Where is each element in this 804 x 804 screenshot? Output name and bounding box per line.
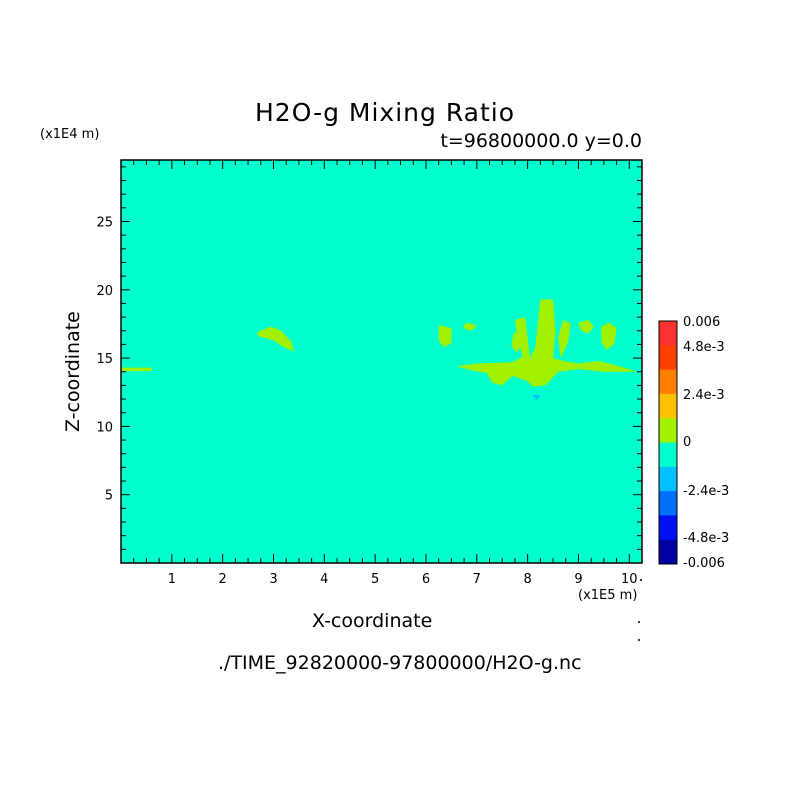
colorbar-segment (659, 515, 677, 541)
contour-region-1 (438, 325, 452, 348)
contour-region-6 (578, 319, 594, 334)
x-tick-label: 7 (473, 572, 481, 587)
contour-region-2 (462, 322, 477, 331)
colorbar-segment (659, 466, 677, 492)
colorbar-label: -0.006 (683, 556, 725, 571)
plot-frame (120, 159, 643, 564)
contour-region-0 (257, 326, 294, 352)
axis-end-markers (638, 579, 642, 641)
contour-region-9 (532, 394, 541, 401)
colorbar-segment (659, 491, 677, 516)
x-axis-unit: (x1E5 m) (578, 588, 638, 603)
contour-regions (121, 299, 637, 401)
colorbar-label: 0 (683, 435, 691, 450)
colorbar-label: 2.4e-3 (683, 388, 725, 403)
contour-region-5 (558, 319, 571, 359)
y-tick-label: 5 (105, 489, 113, 504)
colorbar-label: 0.006 (683, 315, 720, 330)
x-tick-label: 6 (422, 572, 430, 587)
chart-title: H2O-g Mixing Ratio (254, 98, 516, 127)
x-tick-label: 3 (269, 572, 277, 587)
axis-end-dot (638, 639, 640, 641)
axis-end-dot (638, 621, 640, 623)
y-axis-unit: (x1E4 m) (40, 127, 100, 142)
colorbar-label: -2.4e-3 (683, 484, 729, 499)
contour-region-7 (601, 322, 617, 350)
y-tick-label: 15 (96, 352, 113, 367)
contour-region-8 (121, 367, 152, 372)
x-tick-label: 2 (219, 572, 227, 587)
colorbar-segment (659, 345, 677, 371)
x-tick-label: 5 (371, 572, 379, 587)
contour-region-4 (511, 330, 523, 353)
colorbar-segment (659, 442, 677, 468)
y-tick-label: 20 (96, 284, 113, 299)
y-tick-label: 25 (96, 215, 113, 230)
x-axis-label: X-coordinate (312, 610, 433, 632)
x-axis: 1 2 3 4 5 6 7 8 9 10 (120, 160, 643, 587)
x-tick-label: 10 (621, 572, 638, 587)
colorbar-segment (659, 321, 677, 346)
y-axis: 5 10 15 20 25 (96, 166, 642, 564)
colorbar-label: 4.8e-3 (683, 340, 725, 355)
colorbar-segment (659, 369, 677, 395)
colorbar-label: -4.8e-3 (683, 531, 729, 546)
y-tick-label: 10 (96, 420, 113, 435)
colorbar: 0.006 4.8e-3 2.4e-3 0 -2.4e-3 -4.8e-3 -0.006 (658, 315, 729, 571)
colorbar-frame (658, 320, 678, 565)
colorbar-segment (659, 539, 677, 565)
x-tick-label: 4 (320, 572, 328, 587)
colorbar-segment (659, 418, 677, 443)
x-tick-label: 8 (523, 572, 531, 587)
source-file-path: ./TIME_92820000-97800000/H2O-g.nc (218, 652, 582, 674)
axis-end-dot (640, 579, 642, 581)
chart-subtitle: t=96800000.0 y=0.0 (440, 130, 642, 152)
x-tick-label: 1 (168, 572, 176, 587)
colorbar-segment (659, 393, 677, 419)
contour-region-3 (456, 299, 637, 387)
x-tick-label: 9 (574, 572, 582, 587)
